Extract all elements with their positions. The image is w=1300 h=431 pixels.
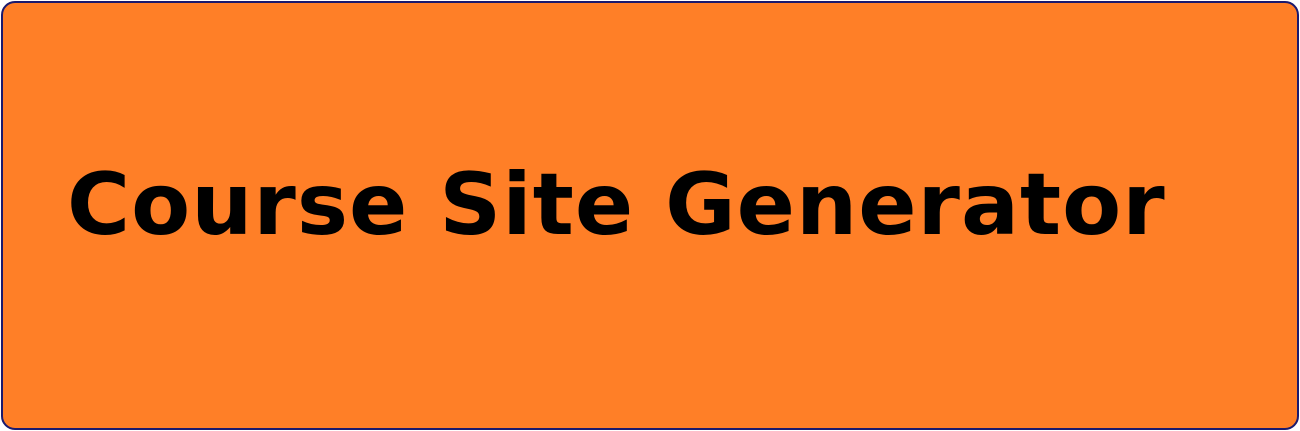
banner-title: Course Site Generator — [67, 155, 1166, 255]
